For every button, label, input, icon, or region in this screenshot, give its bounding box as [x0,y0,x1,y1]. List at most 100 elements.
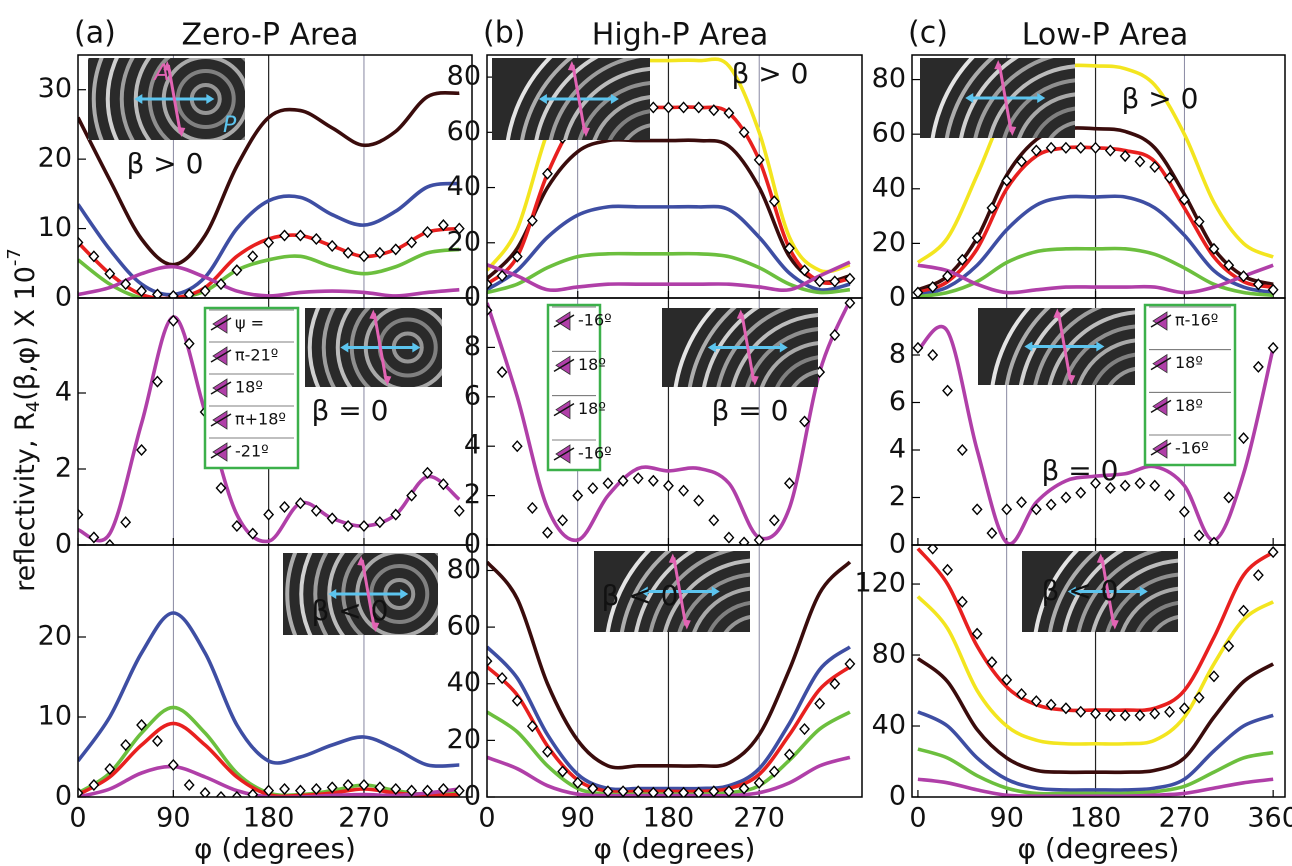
legend-label: -16º [578,311,612,330]
inset-arrow-a [166,64,182,134]
y-tick-label: 60 [447,611,481,642]
data-point [78,508,84,521]
data-point [88,531,100,544]
fit-curve [78,264,460,298]
data-point [557,765,569,778]
y-label-mid: (β,φ) X 10 [10,266,41,401]
data-point [1208,242,1220,255]
x-tick-label: 180 [243,803,295,834]
inset-arrow-p-head [707,342,788,353]
inset-fringe [321,308,336,387]
data-point [1001,503,1013,516]
data-point [1001,673,1013,686]
legend-icon-axis [553,314,575,328]
data-point [496,366,508,379]
inset-arrow-p-head [965,93,1046,103]
data-point [136,285,147,298]
inset-arrow-p-head [639,586,720,597]
inset-arrow-a [997,63,1013,133]
data-point [1001,174,1013,187]
data-point [1030,695,1042,708]
x-tick-label: 180 [643,803,695,834]
data-point [912,341,924,354]
data-point [542,745,553,758]
data-point [1045,498,1057,511]
data-point [151,288,163,298]
beta-annotation: β > 0 [732,57,809,90]
data-point [406,784,418,797]
y-tick-label: 0 [55,282,72,313]
inset-arrow-a-head [1096,553,1119,630]
inset-fringe [563,66,650,140]
y-tick-label: 0 [889,781,906,812]
y-tick-label: 8 [464,331,481,362]
y-label-main: reflectivity, R [10,412,41,592]
inset-label-p: P [223,113,237,138]
data-point [1223,640,1235,653]
plot-area [912,63,1279,298]
data-point [768,514,780,527]
y-tick-label: 60 [447,116,481,147]
legend-label: -21º [235,442,269,461]
legend-label: 18º [235,378,263,397]
y-tick-label: 0 [55,529,72,560]
inset-arrow-a [571,64,587,134]
data-point [1030,144,1042,157]
data-point [1104,709,1116,722]
y-tick-label: 6 [464,380,481,411]
y-tick-label: 10 [38,701,72,732]
data-point [557,514,569,527]
data-point [783,242,795,255]
data-point [1134,477,1146,490]
y-tick-label: 20 [38,621,72,652]
data-point [263,236,275,249]
data-point [1016,155,1027,168]
data-point [183,288,195,298]
data-point [602,477,614,490]
inset-image [920,58,1075,138]
y-axis-label: reflectivity, R4(β,φ) X 10-7 [4,248,44,592]
legend-icon-axis [553,358,575,372]
data-point [663,101,674,114]
inset-arrow-a-head [357,556,380,632]
inset-arrow-a [360,559,376,629]
legend-box [1143,303,1237,467]
legend-icon-axis [1150,314,1172,328]
data-point [88,250,100,263]
plot-area [916,545,1279,797]
y-tick-label: 0 [464,781,481,812]
data-point [753,534,765,545]
data-point [1104,144,1116,157]
data-point [453,504,465,517]
inset-arrow-a-head [369,309,392,386]
data-point [1060,491,1072,504]
legend-icon-axis [210,317,232,331]
x-tick-label: 180 [1070,803,1122,834]
data-point [799,722,810,736]
inset-arrow-p-head [134,94,215,104]
data-point [390,508,402,521]
legend-icon-axis [1150,399,1172,413]
data-point [1223,491,1235,504]
data-point [1164,171,1175,184]
data-point [799,264,810,277]
data-point [753,153,765,166]
legend-icon-axis [1150,357,1172,371]
inset-fringe [119,58,135,140]
inset-image [978,308,1135,385]
data-point [151,375,163,388]
data-point [693,786,705,797]
legend-label: 18º [1175,353,1203,372]
data-point [279,229,290,242]
data-point [104,762,116,776]
y-tick-label: 4 [464,430,481,461]
fit-curve [487,204,851,292]
data-point [927,281,939,294]
inset-arrow-p-head [328,589,409,599]
y-tick-label: 0 [464,529,481,560]
y-tick-label: 80 [447,554,481,585]
data-point [829,329,841,342]
data-point [738,126,750,139]
plot-area [78,611,465,797]
